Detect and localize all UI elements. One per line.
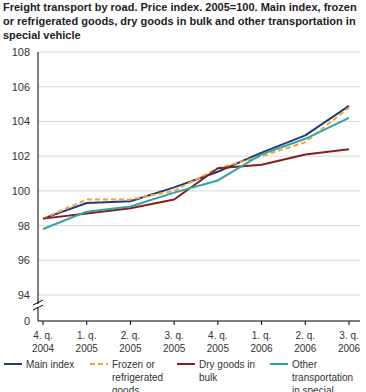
x-tick-label: 2. q. 2005: [119, 330, 142, 354]
x-tick: [43, 321, 44, 325]
legend-label: Frozen or refrigerated goods: [112, 359, 163, 392]
legend-label: Othertransportationin specialvehicle: [292, 359, 353, 392]
grid-line: [38, 295, 360, 296]
x-tick-label: 4. q. 2005: [207, 330, 230, 354]
x-tick-label: 1. q. 2005: [76, 330, 99, 354]
x-tick: [130, 321, 131, 325]
x-tick: [174, 321, 175, 325]
text-line: transportation: [292, 372, 353, 383]
series-line: [43, 118, 349, 229]
y-tick-label: 100: [12, 185, 30, 197]
plot-area: [43, 106, 349, 229]
text-line: 2006: [294, 343, 317, 354]
text-line: 3. q.: [164, 330, 183, 341]
y-tick-label: 104: [12, 115, 30, 127]
y-tick-label: 102: [12, 150, 30, 162]
text-line: 4. q.: [208, 330, 227, 341]
legend-swatch: [90, 363, 108, 365]
title: Freight transport by road. Price index. …: [3, 1, 357, 41]
text-line: 2005: [163, 343, 186, 354]
text-line: 2005: [119, 343, 142, 354]
x-tick-label: 3. q. 2006: [338, 330, 361, 354]
text-line: Freight transport by road. Price index. …: [3, 1, 357, 13]
text-line: Dry goods in: [199, 359, 255, 370]
text-line: 2006: [338, 343, 361, 354]
legend-swatch: [270, 363, 288, 365]
x-tick-label: 3. q. 2005: [163, 330, 186, 354]
text-line: special vehicle: [3, 29, 81, 41]
y-tick-label: 94: [18, 289, 30, 301]
legend-label: Dry goods in bulk: [199, 359, 255, 383]
x-tick-label: 4. q. 2004: [32, 330, 55, 354]
text-line: 2. q.: [121, 330, 140, 341]
text-line: 2005: [207, 343, 230, 354]
text-line: Other: [292, 359, 318, 370]
legend-label: Main index: [26, 359, 74, 370]
x-tick: [86, 321, 87, 325]
text-line: 3. q.: [339, 330, 358, 341]
text-line: 1. q.: [77, 330, 96, 341]
x-tick: [217, 321, 218, 325]
text-line: 1. q.: [252, 330, 271, 341]
text-line: bulk: [199, 372, 218, 383]
grid-line: [38, 156, 360, 157]
text-line: 2005: [76, 343, 99, 354]
grid-line: [38, 225, 360, 226]
text-line: 2. q.: [296, 330, 315, 341]
text-line: in special: [292, 385, 334, 392]
y-tick-label: 106: [12, 81, 30, 93]
text-line: Main index: [26, 359, 74, 370]
legend-swatch: [4, 363, 22, 365]
y-tick-label: 98: [18, 220, 30, 232]
y-zero-label: 0: [24, 315, 30, 327]
chart: Freight transport by road. Price index. …: [0, 0, 366, 392]
series-line: [43, 149, 349, 218]
text-line: Frozen or: [112, 359, 155, 370]
text-line: refrigerated: [112, 372, 163, 383]
text-line: 4. q.: [33, 330, 52, 341]
x-tick-label: 1. q. 2006: [250, 330, 273, 354]
axis-break-gap: [37, 304, 39, 307]
y-tick-label: 108: [12, 46, 30, 58]
grid-line: [38, 190, 360, 191]
axis-break: [33, 300, 43, 310]
grid-line: [38, 121, 360, 122]
grid-line: [38, 86, 360, 87]
x-tick: [261, 321, 262, 325]
y-axis: [38, 52, 39, 321]
x-tick: [305, 321, 306, 325]
text-line: 2004: [32, 343, 55, 354]
x-tick: [349, 321, 350, 325]
y-tick-label: 96: [18, 254, 30, 266]
grid-line: [38, 260, 360, 261]
x-tick-label: 2. q. 2006: [294, 330, 317, 354]
text-line: or refrigerated goods, dry goods in bulk…: [3, 15, 356, 27]
text-line: goods: [112, 385, 139, 392]
legend-swatch: [177, 363, 195, 365]
series-line: [43, 106, 349, 219]
grid-line: [38, 52, 360, 53]
text-line: 2006: [250, 343, 273, 354]
series-line: [43, 108, 349, 219]
